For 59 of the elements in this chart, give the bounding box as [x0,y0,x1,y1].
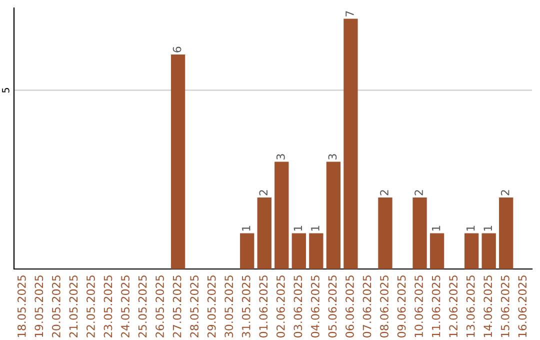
bar [378,197,392,269]
data-label: 1 [432,226,440,231]
bar [412,197,427,269]
x-tick-label: 26.05.2025 [156,276,164,338]
x-tick-label: 31.05.2025 [242,276,250,338]
bar [170,54,186,269]
x-tick-label: 25.05.2025 [138,276,147,338]
bar [344,18,358,269]
x-tick-label: 02.06.2025 [276,276,285,338]
x-tick-label: 21.05.2025 [69,276,78,338]
data-label: 2 [259,190,268,196]
bar [499,197,514,269]
data-label: 2 [414,190,423,196]
x-tick-label: 03.06.2025 [294,276,302,338]
x-tick-label: 07.06.2025 [362,276,372,338]
bar [430,233,444,269]
x-tick-label: 18.05.2025 [17,276,26,337]
x-tick-label: 19.05.2025 [34,276,44,337]
bar [309,233,324,269]
data-label: 3 [328,154,337,160]
x-tick-label: 16.06.2025 [518,276,527,337]
data-label: 2 [380,190,388,196]
bar [274,162,289,269]
x-tick-label: 08.06.2025 [380,276,388,338]
bar [464,233,479,269]
data-label: 2 [500,190,510,196]
data-label: 1 [466,226,475,231]
x-tick-label: 05.06.2025 [328,276,337,338]
x-tick-label: 13.06.2025 [466,276,475,337]
bar [292,233,306,269]
x-tick-label: 15.06.2025 [500,276,510,337]
x-tick-label: 14.06.2025 [484,276,492,337]
x-tick-label: 09.06.2025 [397,276,406,338]
x-tick-label: 06.06.2025 [346,276,354,338]
x-tick-label: 30.05.2025 [224,276,234,338]
data-label: 1 [311,226,320,231]
bar [482,233,496,269]
x-tick-label: 27.05.2025 [172,276,182,338]
y-tick-label: 5 [2,88,10,93]
x-tick-label: 10.06.2025 [414,276,423,337]
x-tick-label: 24.05.2025 [121,276,130,338]
data-label: 1 [484,226,492,231]
bar [257,197,272,269]
x-tick-label: 12.06.2025 [449,276,458,337]
data-label: 1 [294,226,302,231]
data-label: 3 [276,154,285,160]
bar [326,162,341,269]
x-tick-label: 20.05.2025 [52,276,60,338]
x-tick-label: 23.05.2025 [104,276,112,338]
bar [240,233,254,269]
data-label: 1 [242,226,250,231]
x-tick-label: 22.05.2025 [86,276,95,338]
x-tick-label: 04.06.2025 [310,276,320,338]
x-tick-label: 28.05.2025 [190,276,199,338]
x-tick-label: 29.05.2025 [207,276,216,338]
data-label: 6 [172,46,182,52]
x-tick-label: 01.06.2025 [259,276,268,338]
data-label: 7 [346,11,354,16]
x-tick-label: 11.06.2025 [432,276,440,337]
